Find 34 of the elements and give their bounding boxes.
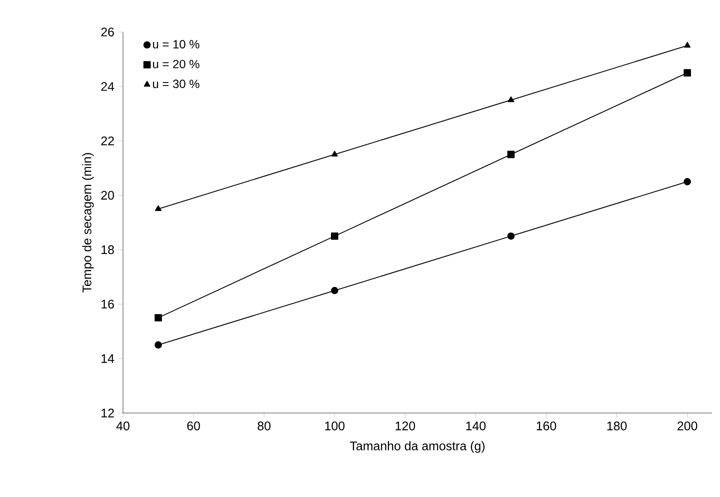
- point: [154, 341, 162, 349]
- point: [330, 232, 338, 240]
- y-tick-label: 26: [101, 28, 114, 36]
- x-tick-label: 60: [187, 422, 200, 430]
- x-tick-label: 200: [678, 422, 698, 430]
- y-tick-label: 14: [102, 354, 114, 363]
- x-axis-title: Tamanho da amostra (g): [350, 441, 485, 453]
- x-tick-label: 180: [607, 422, 627, 430]
- x-tick-label: 140: [466, 422, 486, 430]
- x-tick-label: 100: [325, 422, 345, 430]
- y-tick-label: 22: [101, 136, 114, 146]
- x-tick-label: 120: [396, 422, 416, 430]
- point: [684, 69, 691, 76]
- point: [155, 205, 162, 211]
- y-tick-label: 24: [101, 82, 114, 91]
- legend-label: u = 10 %: [153, 40, 200, 48]
- point: [684, 178, 691, 186]
- point: [508, 96, 514, 102]
- x-tick-label: 40: [116, 422, 130, 430]
- y-tick-label: 16: [102, 300, 114, 309]
- point: [154, 314, 162, 322]
- point: [331, 150, 338, 157]
- point: [507, 232, 515, 240]
- y-tick-label: 18: [102, 245, 114, 254]
- x-tick-label: 160: [536, 422, 556, 430]
- y-tick-label: 12: [102, 408, 114, 418]
- y-axis-title: Tempo de secagem (min): [82, 153, 94, 292]
- x-tick-label: 80: [258, 422, 271, 430]
- y-tick-label: 20: [101, 190, 114, 200]
- legend-label: u = 20 %: [153, 60, 200, 68]
- point: [684, 42, 691, 48]
- point: [330, 286, 338, 294]
- point: [507, 150, 515, 158]
- legend-label: u = 30 %: [153, 80, 200, 88]
